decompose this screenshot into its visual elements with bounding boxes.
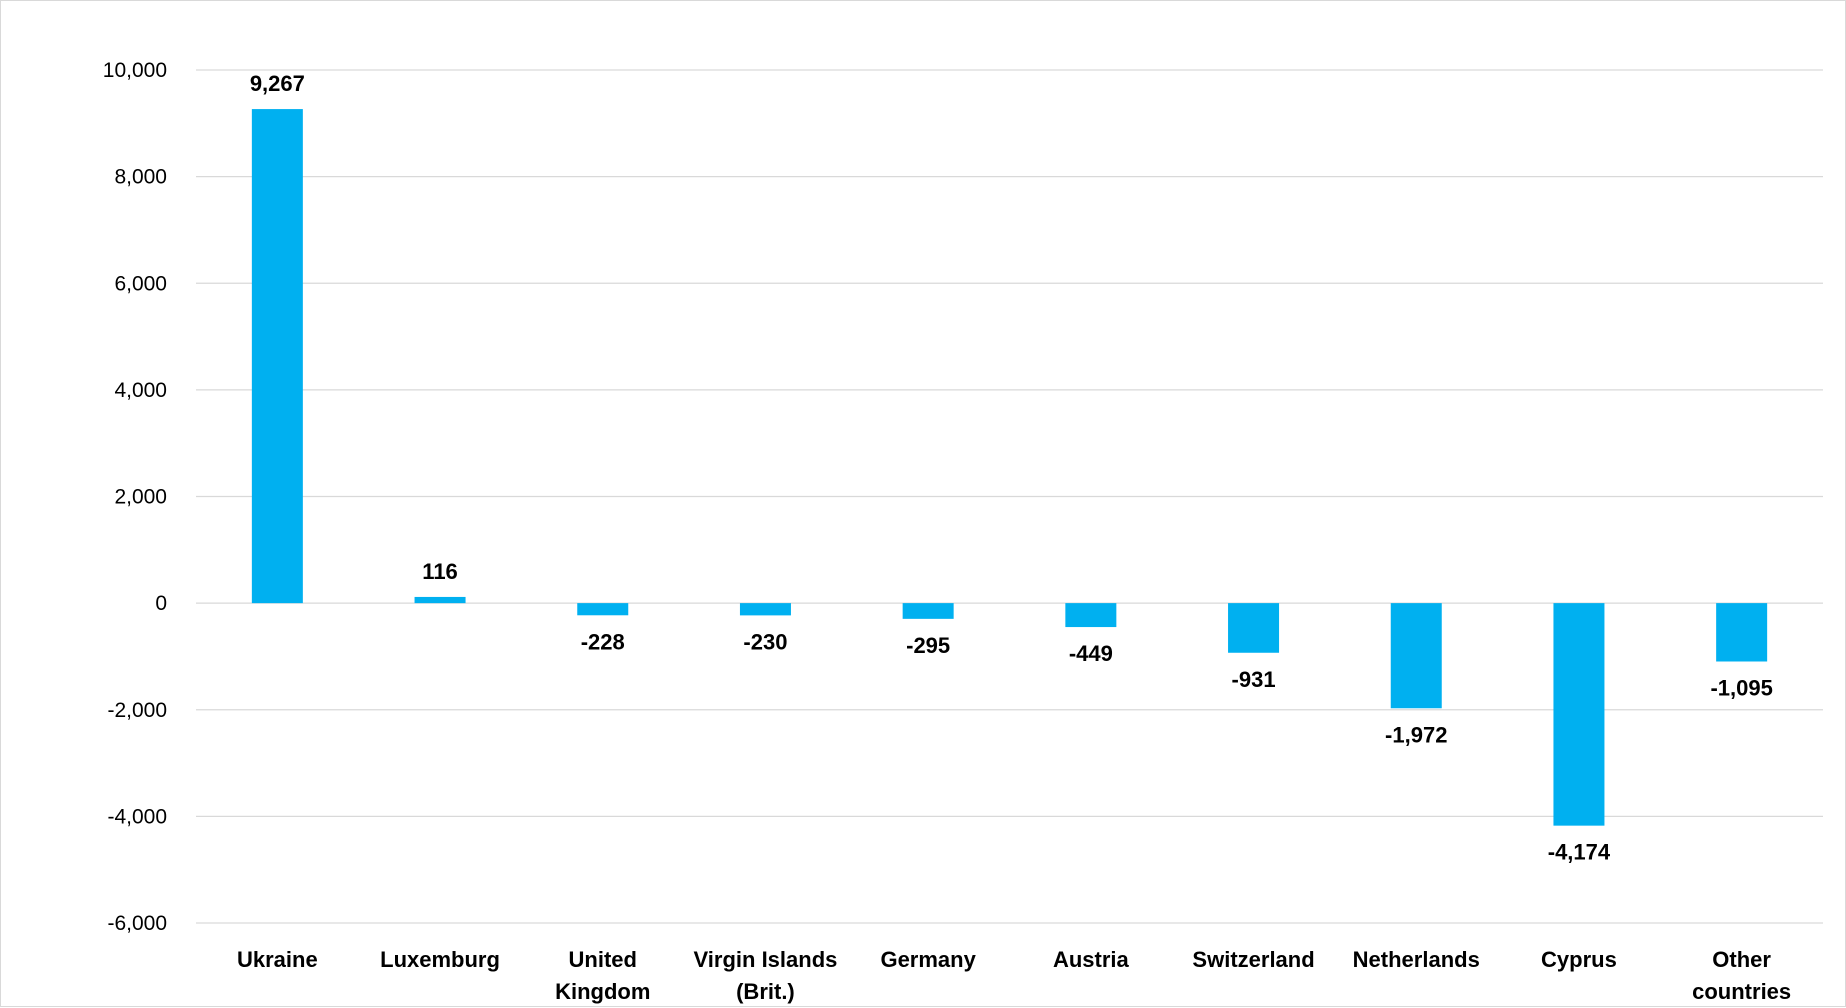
x-tick-label-line: Cyprus [1541, 947, 1617, 972]
x-tick-label: Germany [880, 947, 976, 972]
y-tick-label: 0 [155, 592, 167, 615]
x-tick-label: Netherlands [1353, 947, 1480, 972]
data-label: 116 [422, 559, 458, 584]
x-tick-label-line: Austria [1053, 947, 1130, 972]
bar [1716, 603, 1768, 662]
x-tick-label-line: Virgin Islands [694, 947, 838, 972]
x-axis-category-labels: Ukraine Luxemburg United Kingdom Virgin Isla… [237, 947, 1791, 1004]
y-tick-label: 4,000 [114, 379, 167, 402]
data-label: -4,174 [1548, 840, 1611, 865]
x-tick-label: Luxemburg [380, 947, 500, 972]
x-tick-label-line: Other [1712, 947, 1771, 972]
x-tick-label-line: countries [1692, 979, 1791, 1004]
bar [577, 603, 629, 616]
data-label: -228 [581, 629, 625, 654]
data-label: 9,267 [250, 71, 305, 96]
y-tick-label: -2,000 [107, 699, 167, 722]
x-tick-label-line: Ukraine [237, 947, 318, 972]
bar [1553, 603, 1605, 826]
bar [739, 603, 791, 616]
x-tick-label-line: Switzerland [1192, 947, 1314, 972]
x-tick-label: Other countries [1692, 947, 1791, 1004]
gridlines [196, 69, 1823, 924]
x-tick-label-line: Germany [880, 947, 976, 972]
y-tick-label: 10,000 [103, 59, 167, 82]
data-labels: 9,267 116 -228 -230 -295 -449 -931 -1,972 -4,174… [250, 71, 1773, 865]
y-tick-label: 6,000 [114, 272, 167, 295]
x-tick-label: United Kingdom [555, 947, 650, 1004]
y-tick-label: -4,000 [107, 805, 167, 828]
bar [251, 109, 303, 604]
x-tick-label: Virgin Islands (Brit.) [694, 947, 838, 1004]
x-tick-label-line: Luxemburg [380, 947, 500, 972]
x-tick-label: Ukraine [237, 947, 318, 972]
x-tick-label-line: United [569, 947, 637, 972]
x-tick-label-line: Kingdom [555, 979, 650, 1004]
bar [414, 596, 466, 604]
x-tick-label-line: Netherlands [1353, 947, 1480, 972]
bar [902, 603, 954, 619]
data-label: -230 [743, 629, 787, 654]
bar [1065, 603, 1117, 628]
data-label: -1,972 [1385, 722, 1447, 747]
y-tick-label: 2,000 [114, 486, 167, 509]
data-label: -1,095 [1710, 676, 1772, 701]
bar [1228, 603, 1280, 653]
data-label: -295 [906, 633, 950, 658]
x-tick-label: Austria [1053, 947, 1130, 972]
bars [251, 109, 1768, 826]
data-label: -931 [1232, 667, 1276, 692]
x-tick-label: Cyprus [1541, 947, 1617, 972]
bar [1390, 603, 1442, 709]
y-axis-tick-labels: 10,000 8,000 6,000 4,000 2,000 0 -2,000 -4,000 -… [103, 59, 167, 935]
x-tick-label-line: (Brit.) [736, 979, 795, 1004]
y-tick-label: 8,000 [114, 166, 167, 189]
data-label: -449 [1069, 641, 1113, 666]
x-tick-label: Switzerland [1192, 947, 1314, 972]
y-tick-label: -6,000 [107, 912, 167, 935]
